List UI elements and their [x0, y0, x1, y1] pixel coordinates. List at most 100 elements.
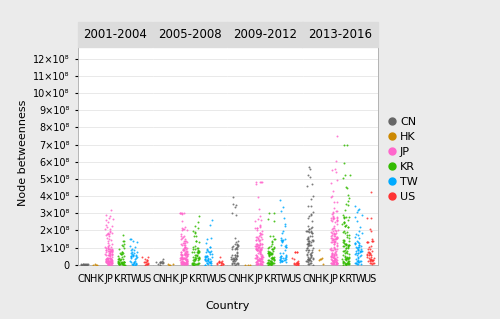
Point [302, 248, 310, 253]
Point [230, 255, 238, 260]
Point [344, 242, 352, 247]
Point [342, 254, 349, 259]
Point [190, 258, 198, 263]
Point [196, 249, 203, 254]
Point [308, 251, 316, 256]
Point [270, 260, 278, 265]
Point [342, 256, 350, 261]
Point [332, 158, 340, 163]
Point [126, 250, 134, 255]
Point [204, 258, 212, 263]
Point [308, 219, 316, 224]
Point [104, 241, 112, 246]
Point [266, 261, 274, 266]
Point [329, 261, 337, 266]
Point [254, 254, 262, 259]
Point [182, 256, 190, 262]
Point [176, 211, 184, 216]
Point [306, 256, 314, 261]
Point [358, 212, 366, 218]
Point [204, 256, 212, 261]
Point [144, 260, 152, 265]
Point [230, 257, 237, 262]
Point [202, 241, 210, 246]
Point [354, 232, 362, 237]
Point [346, 254, 354, 259]
Point [201, 262, 209, 267]
Point [344, 203, 352, 208]
Point [257, 254, 265, 259]
Point [165, 262, 173, 267]
Point [332, 246, 340, 251]
Point [290, 249, 298, 255]
Point [328, 254, 336, 259]
Point [132, 252, 140, 257]
Point [176, 233, 184, 238]
Point [180, 255, 188, 260]
Point [330, 231, 338, 236]
Point [278, 238, 286, 243]
Point [144, 255, 152, 260]
Point [234, 260, 242, 265]
Point [130, 261, 138, 266]
Point [180, 255, 188, 260]
Point [306, 242, 314, 248]
Point [216, 260, 224, 265]
Point [282, 254, 290, 259]
Point [328, 168, 336, 173]
Point [177, 251, 185, 256]
Point [339, 260, 347, 265]
Point [180, 248, 188, 253]
Point [178, 261, 186, 266]
Point [130, 250, 138, 256]
Point [340, 259, 348, 264]
Point [183, 246, 191, 251]
Point [190, 247, 198, 252]
Point [282, 223, 290, 228]
Point [126, 236, 134, 241]
Point [118, 249, 126, 254]
Point [105, 247, 113, 252]
Point [159, 260, 167, 265]
Point [178, 256, 186, 262]
Point [82, 262, 90, 267]
Point [264, 262, 272, 267]
Point [256, 247, 264, 252]
Point [342, 243, 350, 248]
Point [177, 249, 185, 255]
Point [279, 228, 287, 234]
Point [202, 258, 210, 263]
Point [120, 232, 128, 237]
Point [265, 249, 273, 255]
Point [179, 260, 187, 265]
Point [280, 204, 287, 209]
Point [288, 256, 296, 261]
Point [156, 260, 164, 265]
Point [267, 262, 275, 267]
Point [232, 255, 240, 260]
Point [257, 248, 265, 253]
Point [309, 262, 317, 267]
Point [108, 260, 116, 265]
Point [215, 259, 223, 264]
Point [368, 249, 376, 254]
Point [306, 174, 314, 179]
Point [256, 223, 264, 228]
Point [177, 260, 185, 265]
Point [258, 262, 266, 267]
Point [290, 256, 298, 261]
Point [353, 245, 361, 250]
Point [344, 261, 352, 266]
Point [358, 249, 366, 254]
Point [334, 200, 342, 205]
Point [345, 235, 353, 241]
Point [102, 248, 110, 253]
Point [102, 232, 110, 237]
Point [256, 239, 264, 244]
Point [282, 243, 290, 248]
Point [182, 262, 190, 267]
Point [339, 248, 347, 253]
Point [368, 238, 376, 243]
Point [108, 241, 116, 247]
Point [304, 241, 312, 246]
